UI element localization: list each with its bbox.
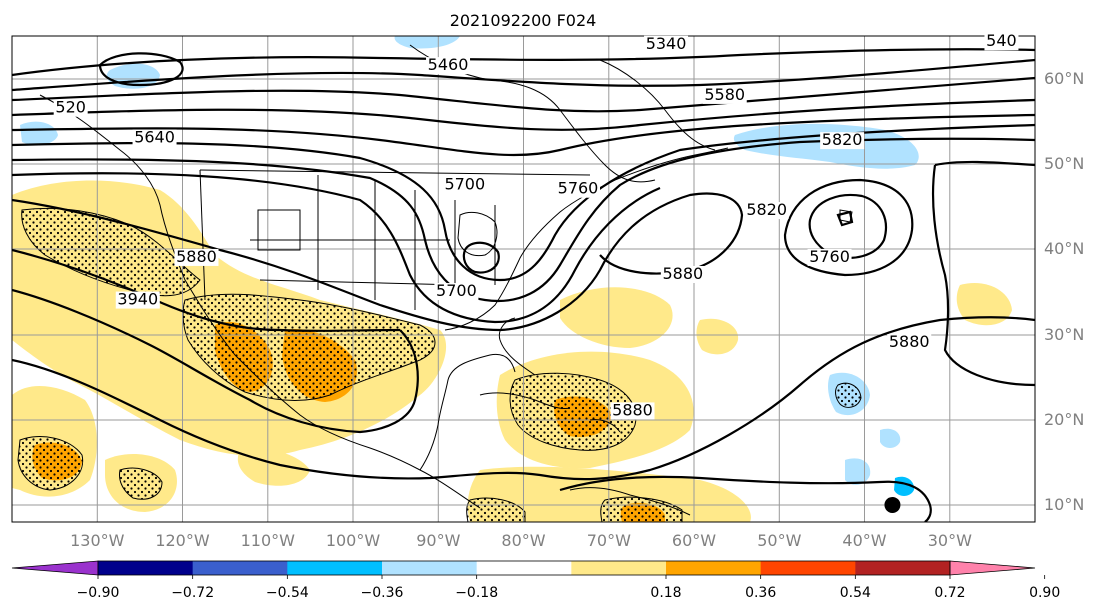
- contour-label-background: [442, 176, 487, 194]
- contour-label-background: [660, 266, 705, 283]
- lat-label-30n: 30°N: [1044, 325, 1084, 344]
- colorbar-bin: [476, 561, 572, 575]
- contour-label: 520: [55, 98, 86, 117]
- lon-label-50w: 50°W: [757, 531, 801, 550]
- contour-label-background: [174, 248, 219, 266]
- contour-label: 5460: [428, 55, 469, 74]
- contour-label: 5880: [176, 247, 217, 266]
- contour-label-background: [434, 283, 479, 301]
- contour-label-background: [887, 334, 932, 352]
- contour-label-background: [807, 248, 852, 266]
- lat-label-40n: 40°N: [1044, 239, 1084, 258]
- colorbar-tick-label: 0.90: [1029, 585, 1060, 601]
- contour-label: 5880: [662, 264, 703, 283]
- contour-label: 5580: [704, 85, 745, 104]
- contour-label: 5880: [612, 400, 653, 419]
- colorbar-tick-label: −0.54: [266, 585, 309, 601]
- contour-label-background: [702, 86, 747, 104]
- contour-label: 3940: [117, 290, 158, 309]
- colorbar-tick-labels: −0.90 −0.72 −0.54 −0.36 −0.18 0.18 0.36 0.54 0.7…: [77, 575, 1060, 601]
- lon-label-80w: 80°W: [501, 531, 545, 550]
- contour-label-background: [644, 35, 689, 53]
- lon-label-90w: 90°W: [416, 531, 460, 550]
- lon-label-120w: 120°W: [155, 531, 210, 550]
- contour-label-background: [556, 180, 601, 198]
- contour-label-background: [820, 132, 865, 150]
- contour-label-background: [426, 57, 471, 75]
- colorbar: [11, 560, 1036, 576]
- colorbar-tick-label: −0.18: [455, 585, 498, 601]
- colorbar-bin: [666, 561, 762, 575]
- colorbar-bin: [98, 561, 194, 575]
- contour-label-group: 5340 540 5460 5580 520 5640 5820 5700 5760 5820 58…: [53, 31, 1019, 420]
- lon-label-110w: 110°W: [241, 531, 296, 550]
- contour-label: 5820: [746, 200, 787, 219]
- contour-label: 5880: [889, 332, 930, 351]
- colorbar-tick-label: −0.72: [171, 585, 214, 601]
- lat-label-60n: 60°N: [1044, 69, 1084, 88]
- colorbar-bin: [571, 561, 667, 575]
- colorbar-bin: [287, 561, 383, 575]
- lon-label-130w: 130°W: [70, 531, 125, 550]
- lon-label-70w: 70°W: [587, 531, 631, 550]
- contour-label: 540: [986, 31, 1017, 50]
- colorbar-bin: [855, 561, 951, 575]
- map-frame: [11, 35, 1036, 523]
- colorbar-tick-label: 0.18: [650, 585, 681, 601]
- colorbar-frame: [97, 560, 951, 576]
- contour-label: 5760: [809, 247, 850, 266]
- colorbar-tick-label: −0.90: [77, 585, 120, 601]
- contour-label: 5700: [436, 281, 477, 300]
- lat-label-50n: 50°N: [1044, 154, 1084, 173]
- colorbar-tick-label: 0.72: [934, 585, 965, 601]
- colorbar-bin: [382, 561, 478, 575]
- contour-label: 5340: [646, 34, 687, 53]
- contour-label: 5640: [134, 128, 175, 147]
- colorbar-tick-label: −0.36: [361, 585, 404, 601]
- storm-marker: [884, 496, 901, 513]
- contour-label-background: [744, 202, 789, 220]
- lat-label-20n: 20°N: [1044, 410, 1084, 429]
- colorbar-tick-label: 0.54: [840, 585, 871, 601]
- contour-label: 5760: [558, 179, 599, 198]
- contour-label-background: [132, 129, 177, 147]
- lat-label-10n: 10°N: [1044, 495, 1084, 514]
- height-contours: [12, 48, 1035, 522]
- colorbar-extension-low: [11, 560, 99, 576]
- lon-label-30w: 30°W: [928, 531, 972, 550]
- map-title: 2021092200 F024: [450, 11, 597, 30]
- contour-label-background: [610, 402, 655, 420]
- colorbar-extension-high: [949, 560, 1036, 576]
- lon-label-60w: 60°W: [672, 531, 716, 550]
- contour-label: 5700: [444, 174, 485, 193]
- lon-label-40w: 40°W: [842, 531, 886, 550]
- colorbar-bin: [192, 561, 288, 575]
- map-area: [12, 36, 1035, 522]
- latitude-label-group: 60°N 50°N 40°N 30°N 20°N 10°N: [1044, 69, 1084, 514]
- contour-label-background: [984, 33, 1019, 51]
- longitude-label-group: 130°W 120°W 110°W 100°W 90°W 80°W 70°W 6…: [70, 531, 972, 550]
- contour-label: 5820: [822, 130, 863, 149]
- colorbar-bin: [760, 561, 856, 575]
- contour-label-background: [53, 99, 88, 117]
- colorbar-tick-label: 0.36: [745, 585, 776, 601]
- lon-label-100w: 100°W: [326, 531, 381, 550]
- contour-label-background: [115, 291, 160, 309]
- significance-stippling: [17, 207, 862, 522]
